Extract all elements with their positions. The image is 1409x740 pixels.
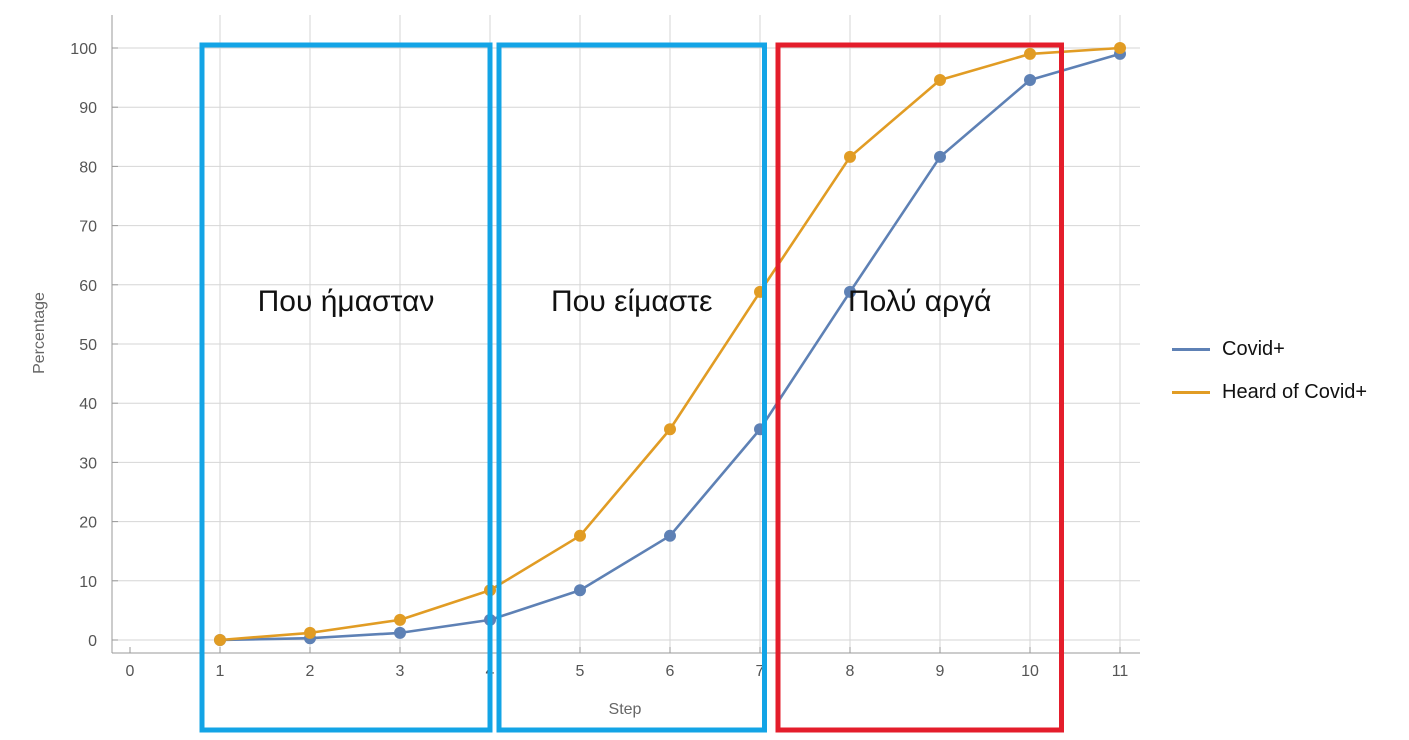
- x-tick-label-1: 1: [216, 663, 225, 680]
- legend-label-covid: Covid+: [1222, 338, 1285, 360]
- y-tick-label-20: 20: [79, 515, 97, 532]
- x-axis-title: Step: [609, 701, 642, 718]
- series-0-point-3: [394, 626, 406, 639]
- y-tick-label-90: 90: [79, 100, 97, 117]
- legend: Covid+ Heard of Covid+: [1172, 328, 1367, 414]
- series-1-point-6: [664, 423, 676, 436]
- x-tick-label-2: 2: [306, 663, 315, 680]
- x-tick-label-7: 7: [756, 663, 765, 680]
- series-1-point-2: [304, 626, 316, 639]
- series-1-point-3: [394, 613, 406, 626]
- series-1-point-8: [844, 150, 856, 163]
- x-tick-label-11: 11: [1112, 663, 1129, 680]
- y-tick-label-60: 60: [79, 278, 97, 295]
- x-tick-label-5: 5: [576, 663, 585, 680]
- region-box-1: [496, 42, 767, 733]
- x-tick-label-3: 3: [396, 663, 405, 680]
- series-1-point-10: [1024, 47, 1036, 60]
- y-tick-label-30: 30: [79, 455, 97, 472]
- y-tick-label-0: 0: [88, 633, 97, 650]
- series-1-point-1: [214, 634, 226, 646]
- region-label-1: Που είμαστε: [551, 285, 713, 318]
- series-0-point-6: [664, 529, 676, 542]
- legend-swatch-heard-of-covid: [1172, 391, 1210, 394]
- legend-label-heard-of-covid: Heard of Covid+: [1222, 381, 1368, 403]
- y-tick-label-40: 40: [79, 396, 97, 413]
- series-0-point-5: [574, 584, 586, 597]
- x-tick-label-10: 10: [1021, 663, 1039, 680]
- x-tick-label-9: 9: [936, 663, 945, 680]
- series-0-point-9: [934, 150, 946, 163]
- y-axis-title: Percentage: [31, 292, 48, 374]
- region-label-0: Που ήμασταν: [258, 285, 435, 318]
- series-0-point-8: [844, 285, 856, 298]
- x-tick-label-6: 6: [666, 663, 675, 680]
- x-tick-label-0: 0: [126, 663, 135, 680]
- region-box-0: [199, 42, 493, 733]
- legend-item-heard-of-covid: Heard of Covid+: [1172, 371, 1367, 414]
- y-tick-label-10: 10: [79, 574, 97, 591]
- y-tick-label-100: 100: [70, 41, 97, 58]
- legend-swatch-covid: [1172, 348, 1210, 351]
- y-tick-label-70: 70: [79, 219, 97, 236]
- grid: [112, 15, 1140, 653]
- region-boxes: Που ήμασταν Που είμαστε Πολύ αργά: [199, 42, 1064, 733]
- x-tick-label-8: 8: [846, 663, 855, 680]
- region-box-2: [775, 42, 1064, 733]
- region-label-2: Πολύ αργά: [848, 285, 992, 318]
- series-0-point-10: [1024, 73, 1036, 86]
- series-1-point-11: [1114, 42, 1126, 54]
- series-1-point-5: [574, 529, 586, 542]
- series-1-point-9: [934, 73, 946, 86]
- legend-item-covid: Covid+: [1172, 328, 1367, 371]
- y-tick-label-80: 80: [79, 159, 97, 176]
- y-tick-label-50: 50: [79, 337, 97, 354]
